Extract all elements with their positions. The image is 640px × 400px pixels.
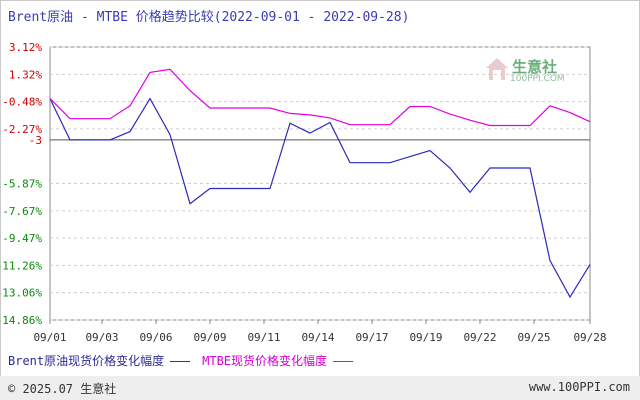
footer-bar xyxy=(0,376,640,400)
legend-label-brent: Brent原油现货价格变化幅度 xyxy=(8,354,165,368)
y-tick-label: -0.48% xyxy=(2,96,42,109)
legend-swatch-brent xyxy=(170,361,191,362)
x-tick-label: 09/22 xyxy=(463,331,496,344)
x-tick-label: 09/19 xyxy=(409,331,442,344)
series-line-brent xyxy=(49,97,591,299)
x-tick-label: 09/25 xyxy=(517,331,550,344)
x-tick-label: 09/01 xyxy=(33,331,66,344)
watermark-url: 100PPI.COM xyxy=(510,74,565,84)
x-tick-label: 09/28 xyxy=(573,331,606,344)
y-tick-label: -11.26% xyxy=(0,259,42,272)
y-tick-label: -3 xyxy=(29,134,42,147)
legend: Brent原油现货价格变化幅度 MTBE现货价格变化幅度 xyxy=(8,352,365,369)
x-tick-label: 09/11 xyxy=(247,331,280,344)
x-tick-label: 09/17 xyxy=(355,331,388,344)
watermark-name: 生意社 xyxy=(512,58,558,76)
legend-swatch-mtbe xyxy=(333,361,354,362)
x-tick-label: 09/03 xyxy=(85,331,118,344)
x-tick-label: 09/09 xyxy=(193,331,226,344)
y-tick-label: -5.87% xyxy=(2,178,42,191)
series-line-mtbe xyxy=(49,68,591,127)
y-tick-label: -13.06% xyxy=(0,287,42,300)
legend-label-mtbe: MTBE现货价格变化幅度 xyxy=(202,354,328,368)
y-tick-label: -2.27% xyxy=(2,123,42,136)
copyright-text: © 2025.07 生意社 xyxy=(8,382,117,396)
y-tick-label: 3.12% xyxy=(9,41,42,54)
y-tick-label: -7.67% xyxy=(2,205,42,218)
y-tick-label: 1.32% xyxy=(9,68,42,81)
x-tick-label: 09/06 xyxy=(139,331,172,344)
site-link[interactable]: www.100PPI.com xyxy=(528,380,630,394)
chart-title: Brent原油 - MTBE 价格趋势比较(2022-09-01 - 2022-… xyxy=(8,10,410,25)
y-tick-label: -14.86% xyxy=(0,314,42,327)
y-tick-label: -9.47% xyxy=(2,232,42,245)
x-tick-label: 09/14 xyxy=(301,331,334,344)
